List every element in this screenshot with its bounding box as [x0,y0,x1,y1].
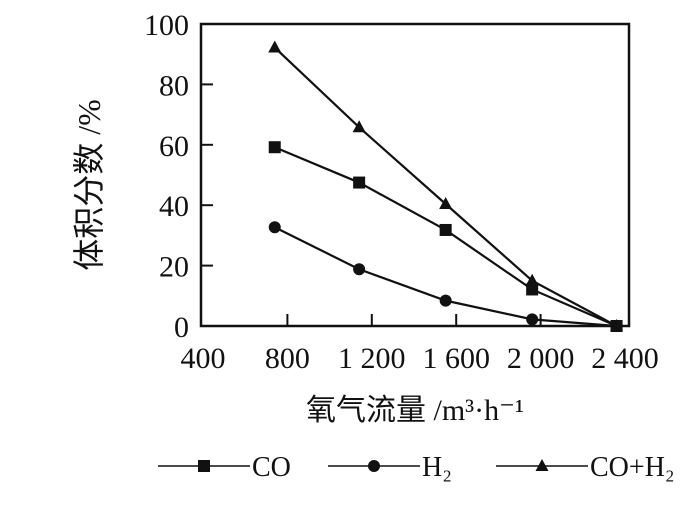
legend-label: CO [252,452,291,483]
data-point [439,196,453,209]
x-tick-label: 1 200 [338,342,406,375]
data-point [353,176,366,189]
data-point [353,263,366,276]
x-tick-label: 2 000 [507,342,575,375]
series-line [273,46,618,327]
data-point [268,221,281,234]
legend-label: CO+H₂ [590,452,675,483]
series-line [274,226,617,328]
legend-marker [198,460,210,472]
y-tick-label: 0 [174,311,189,344]
plot-frame [199,22,631,328]
data-point [439,294,452,307]
x-tick-label: 2 400 [591,342,659,375]
y-tick-label: 20 [159,251,189,284]
data-point [526,283,539,296]
x-tick-label: 800 [265,342,310,375]
y-axis-label: 体积分数 /% [71,99,107,271]
legend-item: CO+H₂ [496,452,675,483]
data-point [525,273,539,286]
data-point [526,313,539,326]
data-point [268,141,281,154]
y-tick-label: 40 [159,190,189,223]
legend-item: CO [158,452,291,483]
legend-marker [368,460,380,472]
legend-item: H₂ [328,452,452,483]
legend-label: H₂ [422,452,452,483]
legend: CO H₂ CO+H₂ [158,452,675,483]
data-point [268,40,282,53]
series-circle [268,221,623,332]
y-tick-label: 60 [159,130,189,163]
data-point [610,319,624,331]
data-point [439,223,452,236]
y-tick-label: 80 [159,69,189,102]
series-triangle [268,40,624,331]
data-point [352,120,366,133]
x-tick-label: 400 [181,342,226,375]
legend-marker [535,459,549,471]
y-tick-label: 100 [144,9,189,42]
x-tick-label: 1 600 [422,342,490,375]
x-axis-label: 氧气流量 /m³·h⁻¹ [306,394,524,427]
